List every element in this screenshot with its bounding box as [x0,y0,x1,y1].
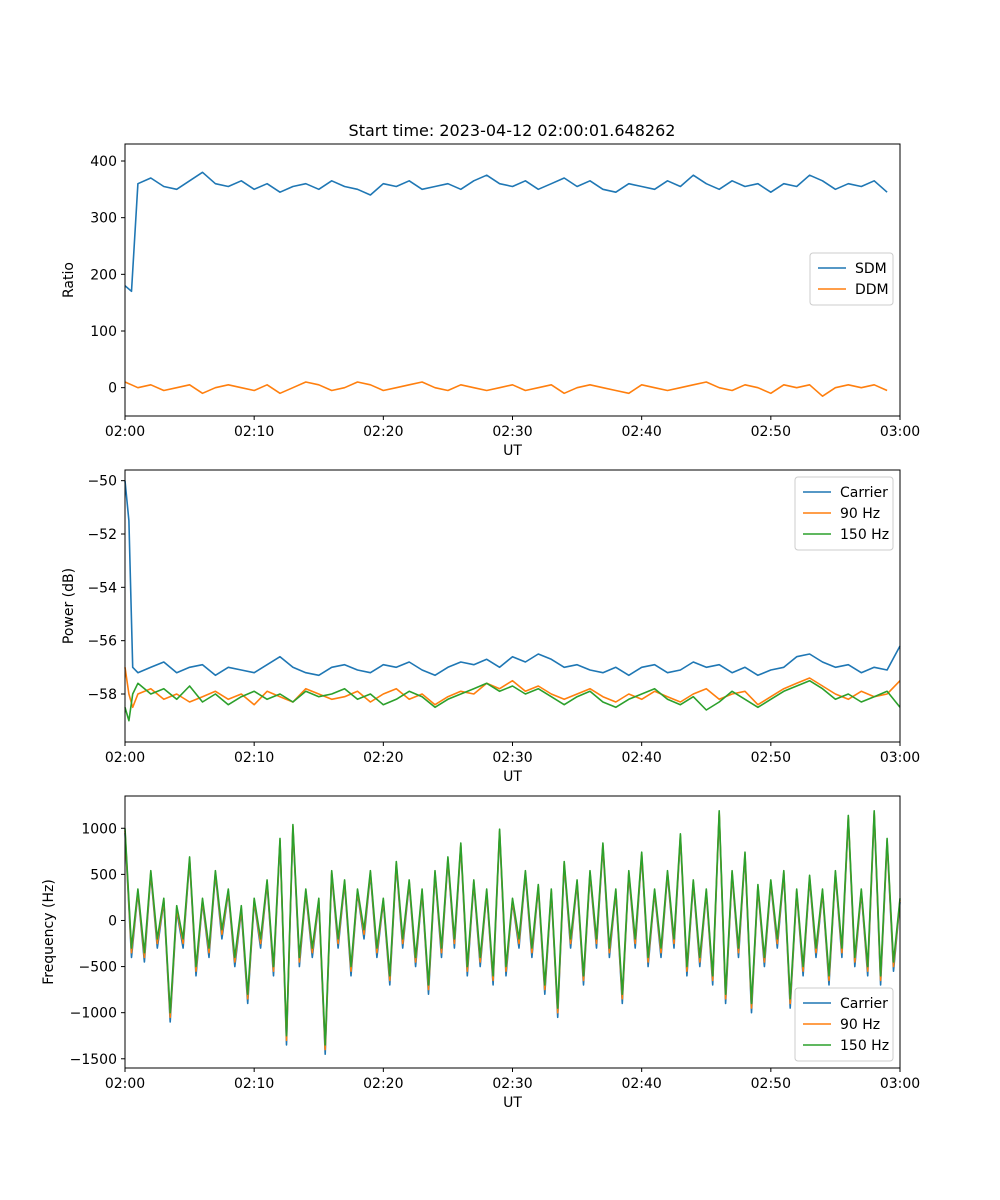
legend-label: Carrier [840,485,888,501]
power-panel: 02:00 02:10 02:20 02:30 02:40 02:50 03:00 −50 −5… [61,469,920,785]
x-tick-label: 02:20 [363,1076,403,1092]
x-tick-label: 02:40 [621,750,661,766]
legend: Carrier 90 Hz 150 Hz [794,476,894,551]
y-tick-label: −1000 [70,1006,117,1022]
y-axis-label: Ratio [61,262,77,298]
x-axis-label: UT [503,769,522,785]
series-line-carrier [124,813,901,1055]
y-tick-label: 0 [108,913,117,929]
y-tick-label: −56 [87,634,117,650]
x-tick-label: 02:00 [105,750,145,766]
y-tick-label: 200 [90,267,117,283]
y-tick-label: 100 [90,324,117,340]
series-line-90-hz [124,811,901,1051]
y-axis-label: Frequency (Hz) [41,879,57,985]
x-tick-label: 02:30 [492,424,532,440]
axes-frame [124,143,901,417]
x-tick-label: 03:00 [880,750,920,766]
legend-label: Carrier [840,996,888,1012]
legend: Carrier 90 Hz 150 Hz [794,987,894,1062]
x-tick-label: 02:10 [234,424,274,440]
x-tick-label: 02:50 [751,750,791,766]
legend-label: DDM [855,282,889,298]
legend-box [794,476,894,551]
legend-label: 150 Hz [840,527,889,543]
series-line-90-hz [124,667,901,709]
series-line-ddm [124,381,888,398]
legend-label: 90 Hz [840,506,880,522]
x-tick-label: 02:00 [105,424,145,440]
series-line-sdm [124,171,888,293]
y-tick-label: −58 [87,687,117,703]
x-tick-label: 02:20 [363,424,403,440]
x-tick-label: 02:40 [621,424,661,440]
x-tick-label: 02:30 [492,750,532,766]
axes-frame [124,469,901,743]
x-tick-label: 02:00 [105,1076,145,1092]
y-tick-label: −52 [87,527,117,543]
y-tick-label: −1500 [70,1052,117,1068]
legend-label: 90 Hz [840,1017,880,1033]
x-tick-label: 03:00 [880,1076,920,1092]
y-tick-label: 1000 [81,821,117,837]
y-tick-label: 500 [90,867,117,883]
legend-label: SDM [855,261,887,277]
y-tick-label: −54 [87,580,117,596]
legend-label: 150 Hz [840,1038,889,1054]
series-line-150-hz [124,679,901,722]
x-tick-label: 02:30 [492,1076,532,1092]
series-line-carrier [124,480,901,677]
x-tick-label: 02:10 [234,1076,274,1092]
frequency-panel: 02:00 02:10 02:20 02:30 02:40 02:50 03:00 1000 5… [41,795,920,1111]
y-tick-label: 0 [108,381,117,397]
x-tick-label: 02:20 [363,750,403,766]
y-tick-label: 300 [90,211,117,227]
x-axis-label: UT [503,1095,522,1111]
x-tick-label: 03:00 [880,424,920,440]
legend-box [809,252,894,306]
y-tick-label: −500 [79,960,117,976]
x-tick-label: 02:10 [234,750,274,766]
series-line-150-hz [124,809,901,1046]
axes-frame [124,795,901,1069]
x-tick-label: 02:40 [621,1076,661,1092]
x-axis-label: UT [503,443,522,459]
legend: SDM DDM [809,252,894,306]
x-tick-label: 02:50 [751,424,791,440]
y-axis-label: Power (dB) [61,568,77,644]
chart-title: Start time: 2023-04-12 02:00:01.648262 [349,121,676,140]
legend-box [794,987,894,1062]
y-tick-label: −50 [87,474,117,490]
x-tick-label: 02:50 [751,1076,791,1092]
y-tick-label: 400 [90,154,117,170]
ratio-panel: 02:00 02:10 02:20 02:30 02:40 02:50 03:00 0 100 2… [61,143,920,459]
